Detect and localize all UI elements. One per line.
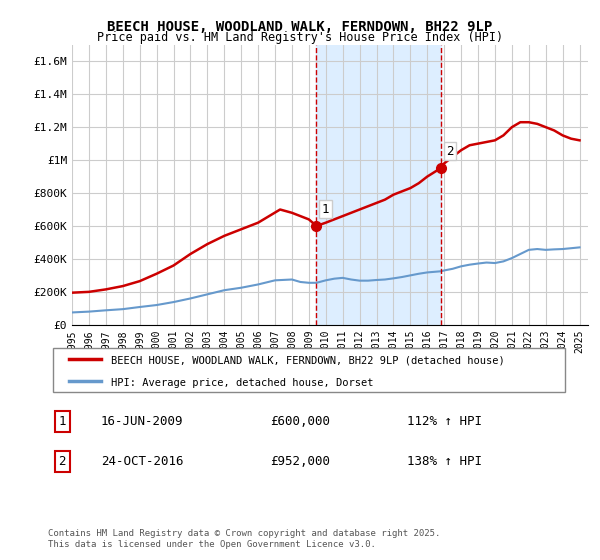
Text: 1: 1 [59, 415, 66, 428]
Text: 2: 2 [59, 455, 66, 468]
Text: BEECH HOUSE, WOODLAND WALK, FERNDOWN, BH22 9LP: BEECH HOUSE, WOODLAND WALK, FERNDOWN, BH… [107, 20, 493, 34]
FancyBboxPatch shape [53, 348, 565, 392]
Bar [316, 45, 441, 325]
Text: £600,000: £600,000 [270, 415, 330, 428]
Text: 138% ↑ HPI: 138% ↑ HPI [407, 455, 482, 468]
Text: HPI: Average price, detached house, Dorset: HPI: Average price, detached house, Dors… [112, 377, 374, 388]
Text: 1: 1 [322, 203, 329, 216]
Text: 16-JUN-2009: 16-JUN-2009 [101, 415, 184, 428]
Text: Contains HM Land Registry data © Crown copyright and database right 2025.
This d: Contains HM Land Registry data © Crown c… [48, 529, 440, 549]
Text: BEECH HOUSE, WOODLAND WALK, FERNDOWN, BH22 9LP (detached house): BEECH HOUSE, WOODLAND WALK, FERNDOWN, BH… [112, 356, 505, 366]
Text: 112% ↑ HPI: 112% ↑ HPI [407, 415, 482, 428]
Text: 24-OCT-2016: 24-OCT-2016 [101, 455, 184, 468]
Text: £952,000: £952,000 [270, 455, 330, 468]
Text: Price paid vs. HM Land Registry's House Price Index (HPI): Price paid vs. HM Land Registry's House … [97, 31, 503, 44]
Text: 2: 2 [446, 145, 454, 158]
